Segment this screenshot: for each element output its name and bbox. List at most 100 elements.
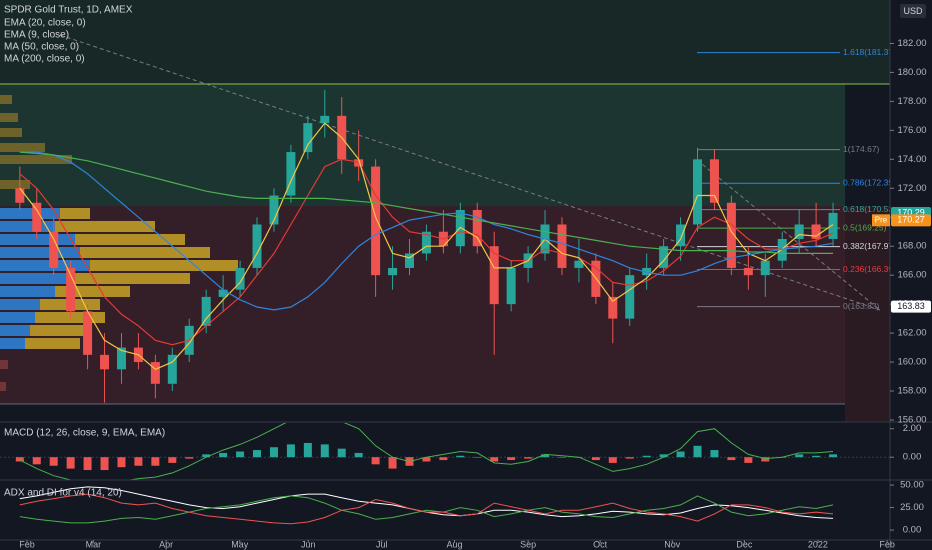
histogram-bar <box>642 455 651 458</box>
y-tick-label: 0.00 <box>903 452 922 463</box>
histogram-bar <box>693 445 702 458</box>
candle-body <box>557 224 567 268</box>
histogram-bar <box>236 451 245 458</box>
candle-body <box>608 296 618 319</box>
histogram-bar <box>591 457 600 461</box>
volume-profile <box>0 95 238 391</box>
histogram-bar <box>337 448 346 458</box>
histogram-bar <box>473 457 482 458</box>
histogram-bar <box>100 457 109 471</box>
x-tick-label: Nov <box>664 539 681 549</box>
histogram-bar <box>744 457 753 463</box>
trend-line <box>696 159 881 311</box>
candle-body <box>15 188 25 203</box>
histogram-bar <box>795 454 804 458</box>
candle-body <box>472 210 482 247</box>
fib-label: 0.618(170.53) <box>843 204 896 214</box>
candle-body <box>100 354 110 370</box>
fib-label: 0.5(169.25) <box>843 222 887 232</box>
histogram-bar <box>456 455 465 458</box>
legend-entry: MA (200, close, 0) <box>4 54 85 65</box>
currency-badge[interactable] <box>900 4 926 18</box>
histogram-bar <box>812 455 821 458</box>
x-tick-label: Apr <box>159 539 173 549</box>
y-tick-label: 176.00 <box>897 125 926 136</box>
x-tick-label: 2022 <box>808 539 828 549</box>
y-tick-label: 174.00 <box>897 154 926 165</box>
candle-body <box>371 166 381 276</box>
candle-body <box>828 212 838 239</box>
y-tick-label: 182.00 <box>897 38 926 49</box>
candle-body <box>49 231 59 268</box>
y-tick-label: 180.00 <box>897 67 926 78</box>
candle-body <box>404 253 414 268</box>
histogram-bar <box>541 454 550 458</box>
candle-body <box>743 267 753 276</box>
candle-body <box>150 362 160 384</box>
candle-body <box>693 159 703 225</box>
x-tick-label: Jun <box>301 539 316 549</box>
x-tick-label: Aug <box>447 539 463 549</box>
candle-body <box>235 267 245 290</box>
candle-body <box>116 347 126 370</box>
histogram-bar <box>490 457 499 462</box>
histogram-bar <box>66 457 75 469</box>
histogram-bar <box>185 457 194 459</box>
pre-tag-label: Pre <box>875 215 888 224</box>
y-tick-label: 160.00 <box>897 357 926 368</box>
histogram-bar <box>608 457 617 463</box>
x-tick-label: Jul <box>376 539 388 549</box>
histogram-bar <box>710 450 719 458</box>
adx-line <box>19 493 834 525</box>
macd-title: MACD (12, 26, close, 9, EMA, EMA) <box>4 428 165 439</box>
x-tick-label: Mar <box>86 539 102 549</box>
currency: USD <box>903 6 923 16</box>
histogram-bar <box>524 457 533 459</box>
candle-body <box>811 224 821 239</box>
legend-entry: EMA (20, close, 0) <box>4 18 86 29</box>
histogram-bar <box>253 450 262 458</box>
zone-green <box>0 84 845 206</box>
price-pane: 1.618(181.37) 1(174.67) 0.786(172.35) 0.618… <box>15 47 896 403</box>
candle-body <box>659 246 669 268</box>
y-tick-label: 25.00 <box>900 502 924 513</box>
x-tick-label: Feb <box>19 539 35 549</box>
ma-line <box>19 151 833 254</box>
candle-body <box>506 267 516 305</box>
candle-body <box>66 267 76 312</box>
axes: 156.00158.00160.00162.00164.00166.00168.… <box>19 38 926 549</box>
ma-line <box>19 122 834 370</box>
candle-body <box>625 275 635 319</box>
fib-label: 0(163.83) <box>843 301 880 311</box>
y-tick-label: 50.00 <box>900 480 924 491</box>
x-tick-label: Feb <box>879 539 895 549</box>
price-badge-label: 170.29 <box>897 207 925 217</box>
histogram-bar <box>422 457 431 462</box>
price-badge-label: 163.83 <box>897 301 925 311</box>
histogram-bar <box>320 444 329 458</box>
adx-pane <box>19 486 834 525</box>
y-tick-label: 168.00 <box>897 241 926 252</box>
price-badge <box>891 214 931 227</box>
price-badge <box>891 300 931 313</box>
pre-tag <box>872 214 890 227</box>
histogram-bar <box>507 457 516 461</box>
y-tick-label: 0.00 <box>903 525 922 536</box>
legend-entry: EMA (9, close) <box>4 30 69 41</box>
candle-body <box>642 267 652 276</box>
x-tick-label: May <box>231 539 249 549</box>
candle-body <box>726 202 736 268</box>
histogram-bar <box>371 457 380 465</box>
y-tick-label: 166.00 <box>897 270 926 281</box>
candle-body <box>269 195 279 225</box>
histogram-bar <box>83 457 92 471</box>
histogram-bar <box>32 457 41 465</box>
candle-body <box>388 267 398 276</box>
candle-body <box>32 202 42 232</box>
histogram-bar <box>659 454 668 458</box>
candle-body <box>286 152 296 196</box>
macd-line <box>19 423 834 480</box>
histogram-bar <box>388 457 397 469</box>
